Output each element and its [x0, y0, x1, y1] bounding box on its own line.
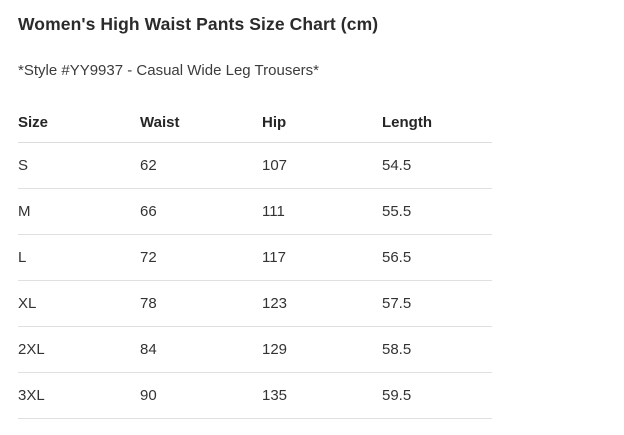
page-title: Women's High Waist Pants Size Chart (cm) [18, 14, 379, 34]
column-header-length: Length [382, 103, 492, 143]
table-row: L 72 117 56.5 [18, 234, 492, 281]
cell-hip: 123 [262, 280, 382, 327]
cell-waist: 66 [140, 188, 262, 235]
cell-hip: 129 [262, 326, 382, 373]
table-row: M 66 111 55.5 [18, 188, 492, 235]
cell-waist: 72 [140, 234, 262, 281]
cell-length: 54.5 [382, 142, 492, 189]
cell-size: 2XL [18, 326, 140, 373]
size-chart-page: Women's High Waist Pants Size Chart (cm)… [18, 14, 492, 419]
cell-size: L [18, 234, 140, 281]
cell-hip: 117 [262, 234, 382, 281]
cell-length: 58.5 [382, 326, 492, 373]
cell-size: 3XL [18, 372, 140, 419]
cell-length: 59.5 [382, 372, 492, 419]
table-row: S 62 107 54.5 [18, 142, 492, 189]
table-row: 3XL 90 135 59.5 [18, 372, 492, 419]
cell-size: XL [18, 280, 140, 327]
cell-hip: 107 [262, 142, 382, 189]
table-row: XL 78 123 57.5 [18, 280, 492, 327]
cell-hip: 135 [262, 372, 382, 419]
cell-length: 57.5 [382, 280, 492, 327]
column-header-size: Size [18, 103, 140, 143]
cell-size: S [18, 142, 140, 189]
cell-waist: 90 [140, 372, 262, 419]
table-row: 2XL 84 129 58.5 [18, 326, 492, 373]
column-header-hip: Hip [262, 103, 382, 143]
cell-waist: 62 [140, 142, 262, 189]
cell-length: 55.5 [382, 188, 492, 235]
column-header-waist: Waist [140, 103, 262, 143]
cell-waist: 78 [140, 280, 262, 327]
cell-size: M [18, 188, 140, 235]
cell-waist: 84 [140, 326, 262, 373]
style-note: *Style #YY9937 - Casual Wide Leg Trouser… [18, 62, 319, 79]
size-chart-table: Size Waist Hip Length S 62 107 54.5 M 66… [18, 103, 492, 419]
cell-length: 56.5 [382, 234, 492, 281]
cell-hip: 111 [262, 188, 382, 235]
table-header-row: Size Waist Hip Length [18, 103, 492, 143]
